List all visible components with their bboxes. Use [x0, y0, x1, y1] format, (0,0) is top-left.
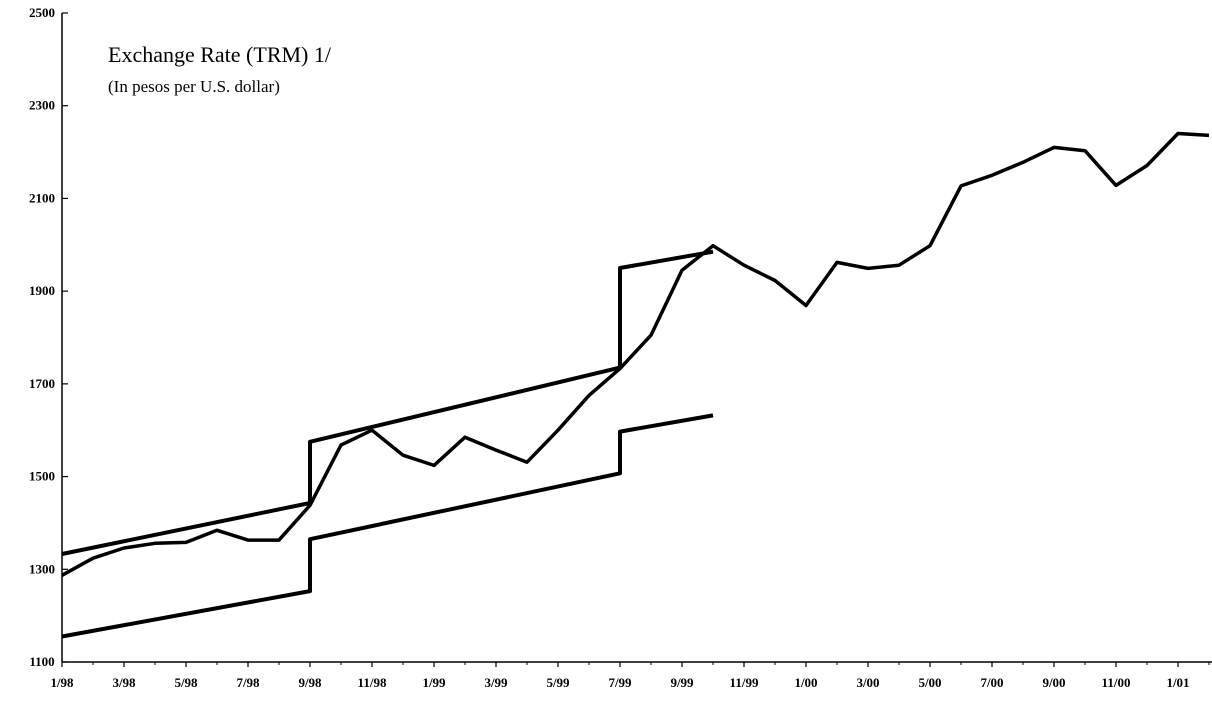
x-tick-label: 3/00	[856, 675, 879, 690]
series-line	[61, 413, 714, 639]
x-tick-label: 1/01	[1166, 675, 1189, 690]
x-tick-label: 9/98	[298, 675, 322, 690]
chart-subtitle: (In pesos per U.S. dollar)	[108, 77, 280, 96]
y-tick-label: 1500	[29, 469, 55, 484]
x-tick-label: 3/98	[112, 675, 136, 690]
x-tick-label: 9/99	[670, 675, 694, 690]
x-tick-label: 5/00	[918, 675, 941, 690]
x-tick-label: 3/99	[484, 675, 508, 690]
x-tick-label: 11/99	[730, 675, 759, 690]
x-tick-label: 5/99	[546, 675, 570, 690]
x-tick-label: 9/00	[1042, 675, 1065, 690]
x-tick-label: 7/99	[608, 675, 632, 690]
x-tick-label: 11/00	[1102, 675, 1131, 690]
y-tick-label: 2100	[29, 190, 55, 205]
y-tick-label: 1100	[29, 654, 54, 669]
x-tick-label: 7/00	[980, 675, 1003, 690]
y-tick-label: 1700	[29, 376, 55, 391]
y-tick-label: 1300	[29, 561, 55, 576]
chart-title: Exchange Rate (TRM) 1/	[108, 42, 332, 67]
x-tick-label: 1/00	[794, 675, 817, 690]
x-tick-label: 7/98	[236, 675, 260, 690]
series-line	[61, 131, 1210, 577]
y-tick-label: 2300	[29, 98, 55, 113]
x-tick-label: 1/98	[50, 675, 74, 690]
x-tick-label: 1/99	[422, 675, 446, 690]
y-tick-label: 1900	[29, 283, 55, 298]
y-tick-label: 2500	[29, 5, 55, 20]
series-line	[61, 249, 714, 556]
x-tick-label: 11/98	[358, 675, 387, 690]
x-tick-label: 5/98	[174, 675, 198, 690]
